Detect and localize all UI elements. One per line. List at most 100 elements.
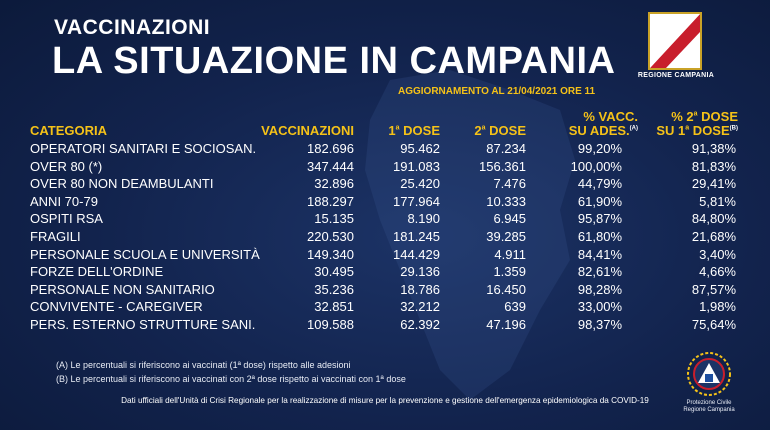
cell-dose1: 32.212 bbox=[400, 299, 440, 315]
cell-dose1: 25.420 bbox=[400, 176, 440, 192]
cell-pct-2dose: 91,38% bbox=[691, 141, 736, 156]
regione-campania-shield-icon bbox=[648, 12, 702, 70]
cell-categoria: PERSONALE SCUOLA E UNIVERSITÀ bbox=[30, 246, 260, 262]
cell-pct-vacc: 99,20% bbox=[577, 141, 622, 156]
table-row: CONVIVENTE - CAREGIVER 32.851 32.212 639 33,… bbox=[30, 298, 742, 316]
cell-pct-2dose: 87,57% bbox=[691, 281, 736, 297]
protezione-civile-text: Protezione Civile Regione Campania bbox=[683, 400, 735, 413]
table-row: OSPITI RSA 15.135 8.190 6.945 95,87% 84,80% bbox=[30, 210, 742, 228]
cell-pct-2dose: 29,41% bbox=[691, 176, 736, 192]
cell-vaccinazioni: 149.340 bbox=[307, 246, 354, 262]
table-row: FRAGILI 220.530 181.245 39.285 61,80% 21,68% bbox=[30, 228, 742, 246]
cell-categoria: OPERATORI SANITARI E SOCIOSAN. bbox=[30, 141, 257, 156]
cell-pct-2dose: 21,68% bbox=[691, 228, 736, 244]
cell-pct-vacc: 98,28% bbox=[577, 281, 622, 297]
column-header-vaccinazioni: VACCINAZIONI bbox=[261, 123, 354, 138]
vaccination-table: CATEGORIA VACCINAZIONI 1a DOSE 2a DOSE %… bbox=[30, 108, 742, 334]
cell-categoria: CONVIVENTE - CAREGIVER bbox=[30, 299, 203, 315]
cell-dose2: 87.234 bbox=[486, 141, 526, 156]
table-body: OPERATORI SANITARI E SOCIOSAN. 182.696 95.… bbox=[30, 140, 742, 334]
cell-dose2: 16.450 bbox=[486, 281, 526, 297]
cell-dose2: 6.945 bbox=[493, 211, 526, 227]
page-title: LA SITUAZIONE IN CAMPANIA bbox=[52, 40, 616, 82]
update-timestamp: AGGIORNAMENTO AL 21/04/2021 ORE 11 bbox=[398, 86, 596, 97]
cell-vaccinazioni: 188.297 bbox=[307, 193, 354, 209]
cell-dose2: 1.359 bbox=[493, 264, 526, 280]
column-header-dose1: 1a DOSE bbox=[388, 123, 440, 138]
protezione-civile-logo: Protezione Civile Regione Campania bbox=[674, 350, 744, 420]
table-row: FORZE DELL'ORDINE 30.495 29.136 1.359 82,61%… bbox=[30, 263, 742, 281]
table-header: CATEGORIA VACCINAZIONI 1a DOSE 2a DOSE %… bbox=[30, 108, 742, 140]
cell-dose1: 8.190 bbox=[407, 211, 440, 227]
cell-pct-vacc: 95,87% bbox=[577, 211, 622, 227]
column-header-dose2: 2a DOSE bbox=[474, 123, 526, 138]
cell-dose2: 10.333 bbox=[486, 193, 526, 209]
table-row: PERSONALE SCUOLA E UNIVERSITÀ 149.340 144.… bbox=[30, 246, 742, 264]
cell-dose2: 639 bbox=[504, 299, 526, 315]
cell-dose1: 181.245 bbox=[393, 228, 440, 244]
table-row: OVER 80 NON DEAMBULANTI 32.896 25.420 7.476… bbox=[30, 175, 742, 193]
cell-categoria: FORZE DELL'ORDINE bbox=[30, 264, 164, 280]
cell-vaccinazioni: 32.851 bbox=[314, 299, 354, 315]
cell-pct-vacc: 61,80% bbox=[577, 228, 622, 244]
cell-dose1: 191.083 bbox=[393, 158, 440, 174]
cell-pct-2dose: 4,66% bbox=[699, 264, 736, 280]
cell-dose2: 39.285 bbox=[486, 228, 526, 244]
footer-source: Dati ufficiali dell'Unità di Crisi Regio… bbox=[121, 396, 649, 405]
cell-pct-vacc: 33,00% bbox=[577, 299, 622, 315]
cell-dose2: 156.361 bbox=[479, 158, 526, 174]
cell-categoria: OVER 80 NON DEAMBULANTI bbox=[30, 176, 214, 192]
cell-dose1: 29.136 bbox=[400, 264, 440, 280]
cell-categoria: OVER 80 (*) bbox=[30, 158, 103, 174]
cell-pct-vacc: 44,79% bbox=[577, 176, 622, 192]
cell-pct-2dose: 75,64% bbox=[691, 316, 736, 332]
regione-campania-logo-text: REGIONE CAMPANIA bbox=[637, 72, 715, 79]
cell-vaccinazioni: 35.236 bbox=[314, 281, 354, 297]
cell-dose1: 95.462 bbox=[400, 141, 440, 156]
table-row: OVER 80 (*) 347.444 191.083 156.361 100,00% 8… bbox=[30, 158, 742, 176]
cell-categoria: PERS. ESTERNO STRUTTURE SANI. bbox=[30, 316, 256, 332]
footnote-b: (B) Le percentuali si riferiscono ai vac… bbox=[56, 374, 406, 384]
protezione-civile-icon bbox=[687, 352, 731, 396]
cell-dose1: 18.786 bbox=[400, 281, 440, 297]
column-header-pct-2dose: % 2a DOSE SU 1a DOSE(B) bbox=[656, 109, 738, 138]
table-row: PERS. ESTERNO STRUTTURE SANI. 109.588 62.3… bbox=[30, 316, 742, 334]
cell-dose1: 177.964 bbox=[393, 193, 440, 209]
campania-map-silhouette bbox=[365, 70, 575, 400]
cell-categoria: ANNI 70-79 bbox=[30, 193, 98, 209]
cell-pct-2dose: 81,83% bbox=[691, 158, 736, 174]
cell-pct-2dose: 5,81% bbox=[699, 193, 736, 209]
cell-dose1: 62.392 bbox=[400, 316, 440, 332]
cell-vaccinazioni: 347.444 bbox=[307, 158, 354, 174]
cell-vaccinazioni: 182.696 bbox=[307, 141, 354, 156]
cell-vaccinazioni: 109.588 bbox=[307, 316, 354, 332]
cell-pct-vacc: 82,61% bbox=[577, 264, 622, 280]
footnotes: (A) Le percentuali si riferiscono ai vac… bbox=[56, 358, 406, 386]
cell-pct-vacc: 100,00% bbox=[570, 158, 622, 174]
header-subtitle: VACCINAZIONI bbox=[54, 16, 211, 39]
table-row: ANNI 70-79 188.297 177.964 10.333 61,90% 5,81… bbox=[30, 193, 742, 211]
cell-dose1: 144.429 bbox=[393, 246, 440, 262]
cell-categoria: FRAGILI bbox=[30, 228, 81, 244]
cell-vaccinazioni: 32.896 bbox=[314, 176, 354, 192]
regione-campania-logo: REGIONE CAMPANIA bbox=[630, 12, 722, 86]
table-row: OPERATORI SANITARI E SOCIOSAN. 182.696 95.… bbox=[30, 140, 742, 158]
column-header-pct-vacc: % VACC. SU ADES.(A) bbox=[568, 109, 638, 138]
cell-vaccinazioni: 220.530 bbox=[307, 228, 354, 244]
cell-pct-vacc: 61,90% bbox=[577, 193, 622, 209]
cell-pct-vacc: 84,41% bbox=[577, 246, 622, 262]
cell-pct-vacc: 98,37% bbox=[577, 316, 622, 332]
cell-vaccinazioni: 15.135 bbox=[314, 211, 354, 227]
cell-pct-2dose: 3,40% bbox=[699, 246, 736, 262]
footnote-a: (A) Le percentuali si riferiscono ai vac… bbox=[56, 360, 351, 370]
cell-pct-2dose: 84,80% bbox=[691, 211, 736, 227]
cell-vaccinazioni: 30.495 bbox=[314, 264, 354, 280]
table-row: PERSONALE NON SANITARIO 35.236 18.786 16.45… bbox=[30, 281, 742, 299]
column-header-categoria: CATEGORIA bbox=[30, 123, 108, 138]
cell-dose2: 47.196 bbox=[486, 316, 526, 332]
cell-categoria: OSPITI RSA bbox=[30, 211, 103, 227]
cell-dose2: 7.476 bbox=[493, 176, 526, 192]
cell-dose2: 4.911 bbox=[494, 246, 526, 262]
cell-categoria: PERSONALE NON SANITARIO bbox=[30, 281, 215, 297]
